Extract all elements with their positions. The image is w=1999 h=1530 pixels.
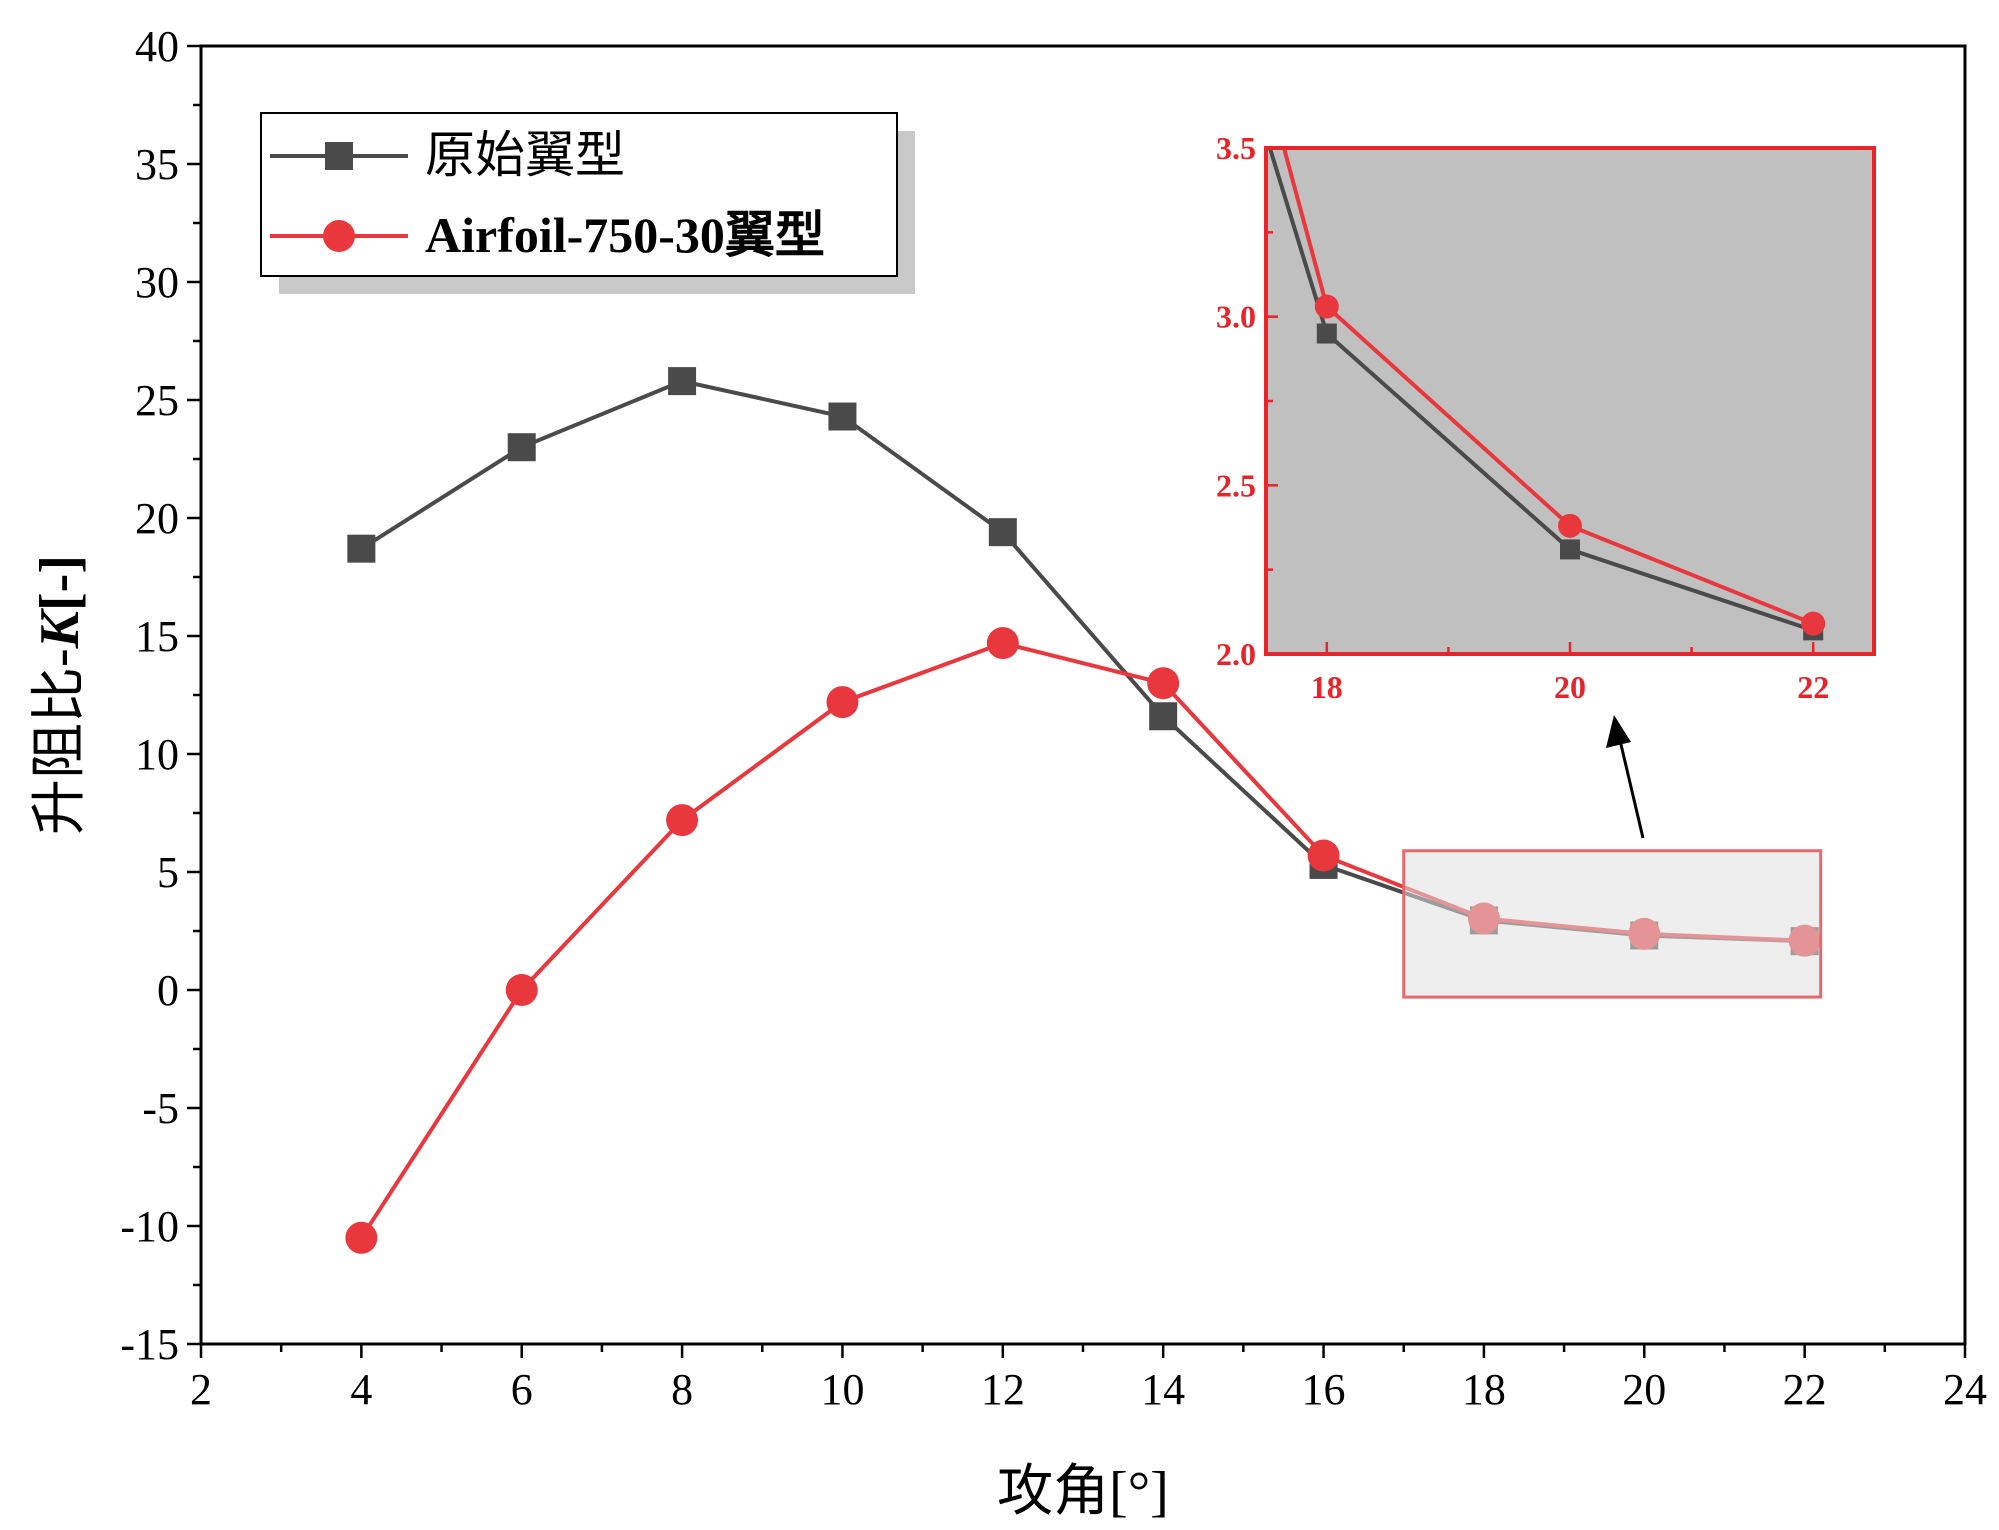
y-tick-label: -15 <box>120 1320 179 1369</box>
legend-marker-circle <box>323 220 355 252</box>
point-original <box>1149 702 1178 731</box>
y-axis-label: 升阻比-K[-] <box>29 555 91 835</box>
inset-background <box>1266 148 1874 654</box>
y-tick-label: 20 <box>135 494 179 543</box>
inset-point-airfoil <box>1558 513 1582 538</box>
inset-series-line-1 <box>1281 148 1814 626</box>
inset-point-airfoil <box>1314 294 1339 319</box>
point-airfoil <box>986 627 1019 660</box>
main-tick-labels: 2 4 6 8 10 12 14 16 18 20 22 24-15-10-5051015202530… <box>120 22 1987 1414</box>
inset-point-original <box>1316 323 1337 344</box>
y-tick-label: 15 <box>135 612 179 661</box>
x-tick-label: 20 <box>1622 1365 1666 1414</box>
x-tick-label: 18 <box>1462 1365 1506 1414</box>
point-original <box>347 534 376 563</box>
inset-point-original <box>1560 539 1580 560</box>
y-tick-label: 0 <box>157 966 179 1015</box>
point-airfoil <box>1147 667 1180 700</box>
x-axis-label: 攻角[°] <box>997 1461 1169 1523</box>
point-original <box>668 367 697 396</box>
legend-item-original: 原始翼型 <box>270 127 625 183</box>
x-tick-label: 6 <box>511 1365 533 1414</box>
legend-item-airfoil: Airfoil-750-30翼型 <box>270 207 825 263</box>
x-tick-label: 14 <box>1141 1365 1185 1414</box>
y-tick-label: -10 <box>120 1202 179 1251</box>
y-axis-label-prefix: 升阻比- <box>29 648 91 835</box>
y-tick-label: 25 <box>135 376 179 425</box>
inset-y-tick-label: 3.5 <box>1216 130 1256 166</box>
inset-y-tick-label: 2.0 <box>1216 636 1256 672</box>
inset-y-tick-label: 3.0 <box>1216 299 1256 335</box>
y-tick-label: 30 <box>135 258 179 307</box>
x-tick-label: 16 <box>1302 1365 1346 1414</box>
inset-x-tick-label: 18 <box>1311 669 1343 705</box>
point-original <box>828 402 857 431</box>
y-tick-label: 35 <box>135 140 179 189</box>
inset-x-tick-label: 20 <box>1554 669 1586 705</box>
y-tick-label: 10 <box>135 730 179 779</box>
point-airfoil <box>666 804 699 837</box>
inset-tick-labels: 18 20 22 2.0 2.5 3.0 3.5 <box>1216 130 1829 705</box>
legend-box <box>260 112 898 277</box>
x-tick-label: 8 <box>671 1365 693 1414</box>
y-tick-label: -5 <box>142 1084 179 1133</box>
zoom-highlight-region <box>1402 849 1823 999</box>
inset-y-tick-label: 2.5 <box>1216 467 1256 503</box>
zoom-arrow-head <box>1606 715 1631 748</box>
inset-series-line-0 <box>1267 148 1814 633</box>
zoom-arrow <box>1617 735 1645 839</box>
legend-label-original: 原始翼型 <box>425 127 625 183</box>
main-axes-ticks <box>187 44 1967 1358</box>
y-axis-label-suffix: [-] <box>29 555 91 611</box>
point-airfoil <box>505 974 538 1006</box>
y-axis-label-variable: K <box>29 607 91 649</box>
x-tick-label: 10 <box>820 1365 864 1414</box>
inset-frame <box>1264 146 1876 656</box>
x-tick-label: 4 <box>350 1365 372 1414</box>
point-original <box>988 518 1017 547</box>
inset-x-tick-label: 22 <box>1797 669 1829 705</box>
x-tick-label: 24 <box>1943 1365 1987 1414</box>
y-tick-label: 5 <box>157 848 179 897</box>
point-airfoil <box>345 1221 378 1254</box>
x-tick-label: 12 <box>981 1365 1025 1414</box>
legend-marker-square <box>325 142 353 170</box>
inset-point-airfoil <box>1801 611 1826 636</box>
x-tick-label: 2 <box>190 1365 212 1414</box>
x-tick-label: 22 <box>1783 1365 1827 1414</box>
inset-series-group <box>1267 148 1826 641</box>
point-airfoil <box>1307 839 1340 872</box>
y-tick-label: 40 <box>135 22 179 71</box>
point-airfoil <box>826 686 859 719</box>
legend-label-airfoil: Airfoil-750-30翼型 <box>425 207 825 263</box>
point-original <box>507 433 536 462</box>
